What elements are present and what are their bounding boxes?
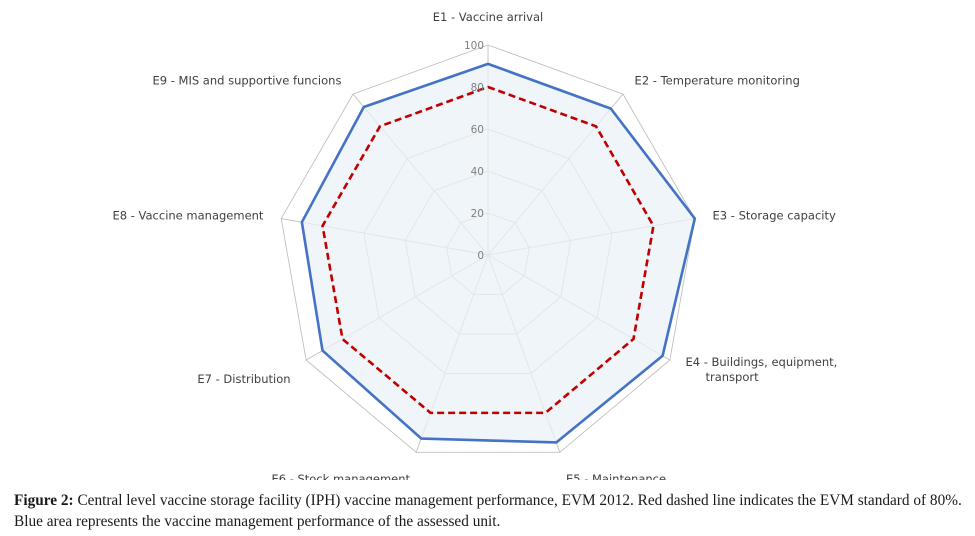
category-label-e4: E4 - Buildings, equipment, transport: [685, 355, 837, 384]
standard-series-line: [321, 85, 655, 415]
tick-label-60: 60: [471, 124, 484, 136]
category-label-e7: E7 - Distribution: [197, 372, 290, 386]
category-labels: E1 - Vaccine arrival E2 - Temperature mon…: [112, 10, 837, 480]
radar-chart: 0 20 40 60 80 100 E1 - Vaccine arrival E2 - Te…: [112, 10, 837, 480]
tick-label-20: 20: [471, 208, 484, 220]
tick-label-100: 100: [464, 40, 484, 52]
category-label-e1: E1 - Vaccine arrival: [433, 10, 543, 24]
figure-label: Figure 2:: [14, 492, 74, 509]
tick-label-40: 40: [471, 166, 484, 178]
category-label-e9: E9 - MIS and supportive funcions: [152, 73, 341, 87]
category-label-e5: E5 - Maintenance: [566, 472, 666, 480]
tick-label-80: 80: [471, 82, 484, 94]
figure-caption: Figure 2: Central level vaccine storage …: [14, 490, 964, 532]
tick-label-0: 0: [477, 250, 484, 262]
category-label-e8: E8 - Vaccine management: [112, 208, 263, 222]
category-label-e2: E2 - Temperature monitoring: [635, 73, 800, 87]
figure-caption-text: Central level vaccine storage facility (…: [14, 492, 962, 530]
category-label-e3: E3 - Storage capacity: [713, 208, 836, 222]
grid-ring-100: [280, 44, 696, 453]
category-label-e6: E6 - Stock management: [271, 472, 410, 480]
performance-series-area: [300, 62, 697, 444]
radar-series: [300, 62, 697, 444]
radial-tick-labels: 0 20 40 60 80 100: [464, 40, 484, 262]
